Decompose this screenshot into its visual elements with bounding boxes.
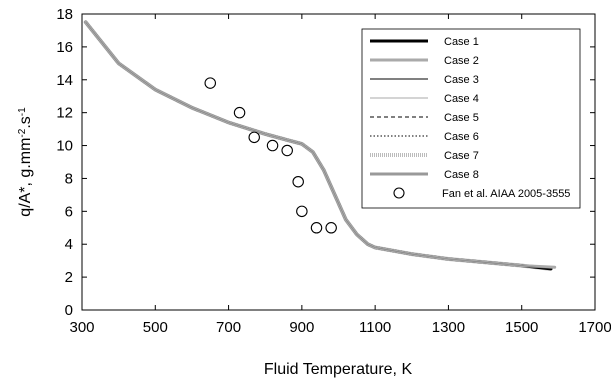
legend-items: Case 1 Case 2 Case 3 Case 4 Case 5 Case 6 Case… [370,36,570,200]
scatter-point [204,77,217,89]
y-tick-label: 4 [65,236,73,253]
legend-label-6: Case 6 [444,131,479,143]
scatter-layer [204,77,337,234]
x-axis-title: Fluid Temperature, K [264,361,413,378]
x-tick-label: 300 [69,319,94,336]
x-tick-label: 500 [143,319,168,336]
legend-swatch-scatter [393,187,405,199]
legend-label-1: Case 1 [444,36,479,48]
scatter-point [325,222,337,234]
scatter-point [266,139,279,152]
x-tick-label: 1500 [505,319,538,336]
y-tick-label: 18 [56,6,73,23]
y-tick-label: 0 [65,302,73,319]
legend-label-scatter: Fan et al. AIAA 2005-3555 [442,188,570,200]
scatter-point [233,106,246,119]
y-tick-label: 14 [56,72,73,89]
legend-label-4: Case 4 [444,93,479,105]
series-line-2 [84,20,557,269]
x-tick-label: 1300 [432,319,465,336]
scatter-point [296,205,308,218]
scatter-point [310,222,323,234]
scatter-point [292,175,304,188]
y-tick-label: 8 [65,170,73,187]
x-axis-ticks: 300 500 700 900 1100 1300 1500 1700 [69,14,611,336]
y-tick-label: 16 [56,39,73,56]
legend-label-8: Case 8 [444,169,479,181]
scatter-point [248,131,260,144]
scatter-point [281,144,293,157]
y-tick-label: 6 [65,203,73,220]
series-layer [83,20,557,271]
y-tick-label: 12 [56,105,73,122]
x-tick-label: 900 [289,319,314,336]
x-tick-label: 700 [216,319,241,336]
legend: Case 1 Case 2 Case 3 Case 4 Case 5 Case 6 Case… [361,28,581,209]
series-line-3 [85,22,552,270]
legend-label-3: Case 3 [444,74,479,86]
legend-label-7: Case 7 [444,150,479,162]
x-tick-label: 1100 [359,319,391,336]
legend-label-5: Case 5 [444,112,479,124]
y-tick-label: 10 [56,138,73,155]
y-tick-label: 2 [65,269,73,286]
x-tick-label: 1700 [578,319,611,336]
legend-label-2: Case 2 [444,55,479,67]
y-axis-ticks: 0 2 4 6 8 10 12 14 16 18 [56,6,595,319]
y-axis-title: q/A*, g.mm-2.s-1 [17,107,35,217]
